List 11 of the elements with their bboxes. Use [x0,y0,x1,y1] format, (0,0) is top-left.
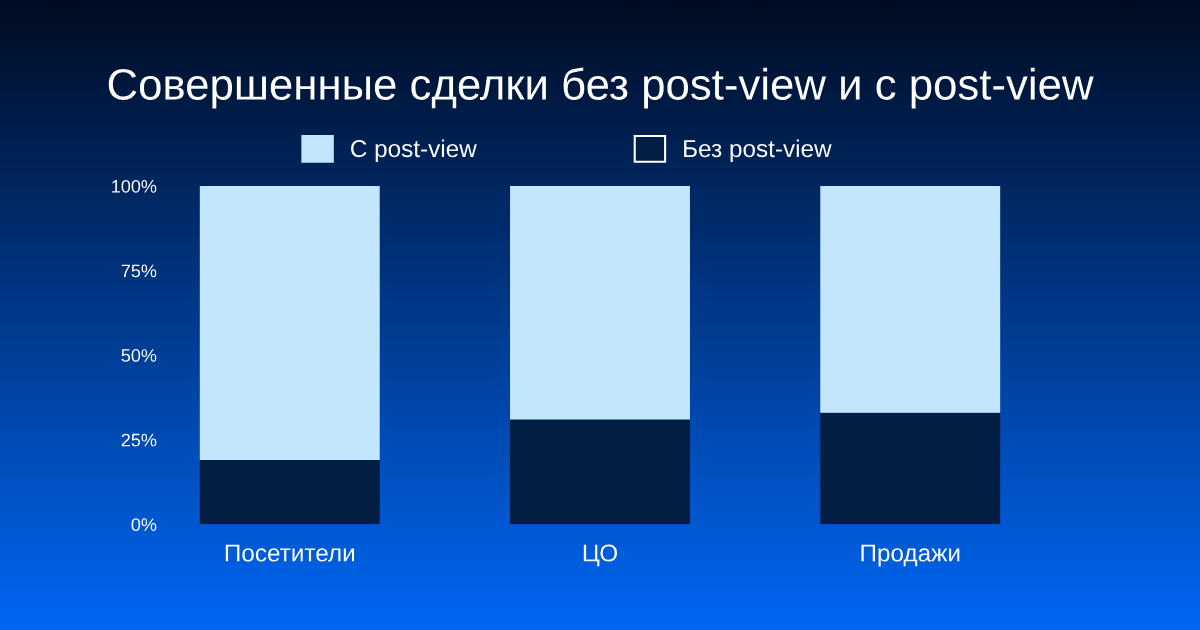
y-tick-label: 0% [131,518,157,532]
legend-label: С post-view [351,139,477,163]
y-tick-label: 75% [121,264,157,278]
y-tick-label: 100% [112,179,157,193]
y-tick-label: 25% [121,433,157,447]
x-tick-label: ЦО [583,544,618,567]
chart-title: Совершенные сделки без post-view и с post-view [108,67,1094,109]
legend-label: Без post-view [684,139,832,163]
y-tick-label: 50% [121,349,157,362]
x-tick-label: Посетители [225,544,355,562]
x-tick-label: Продажи [861,544,960,567]
